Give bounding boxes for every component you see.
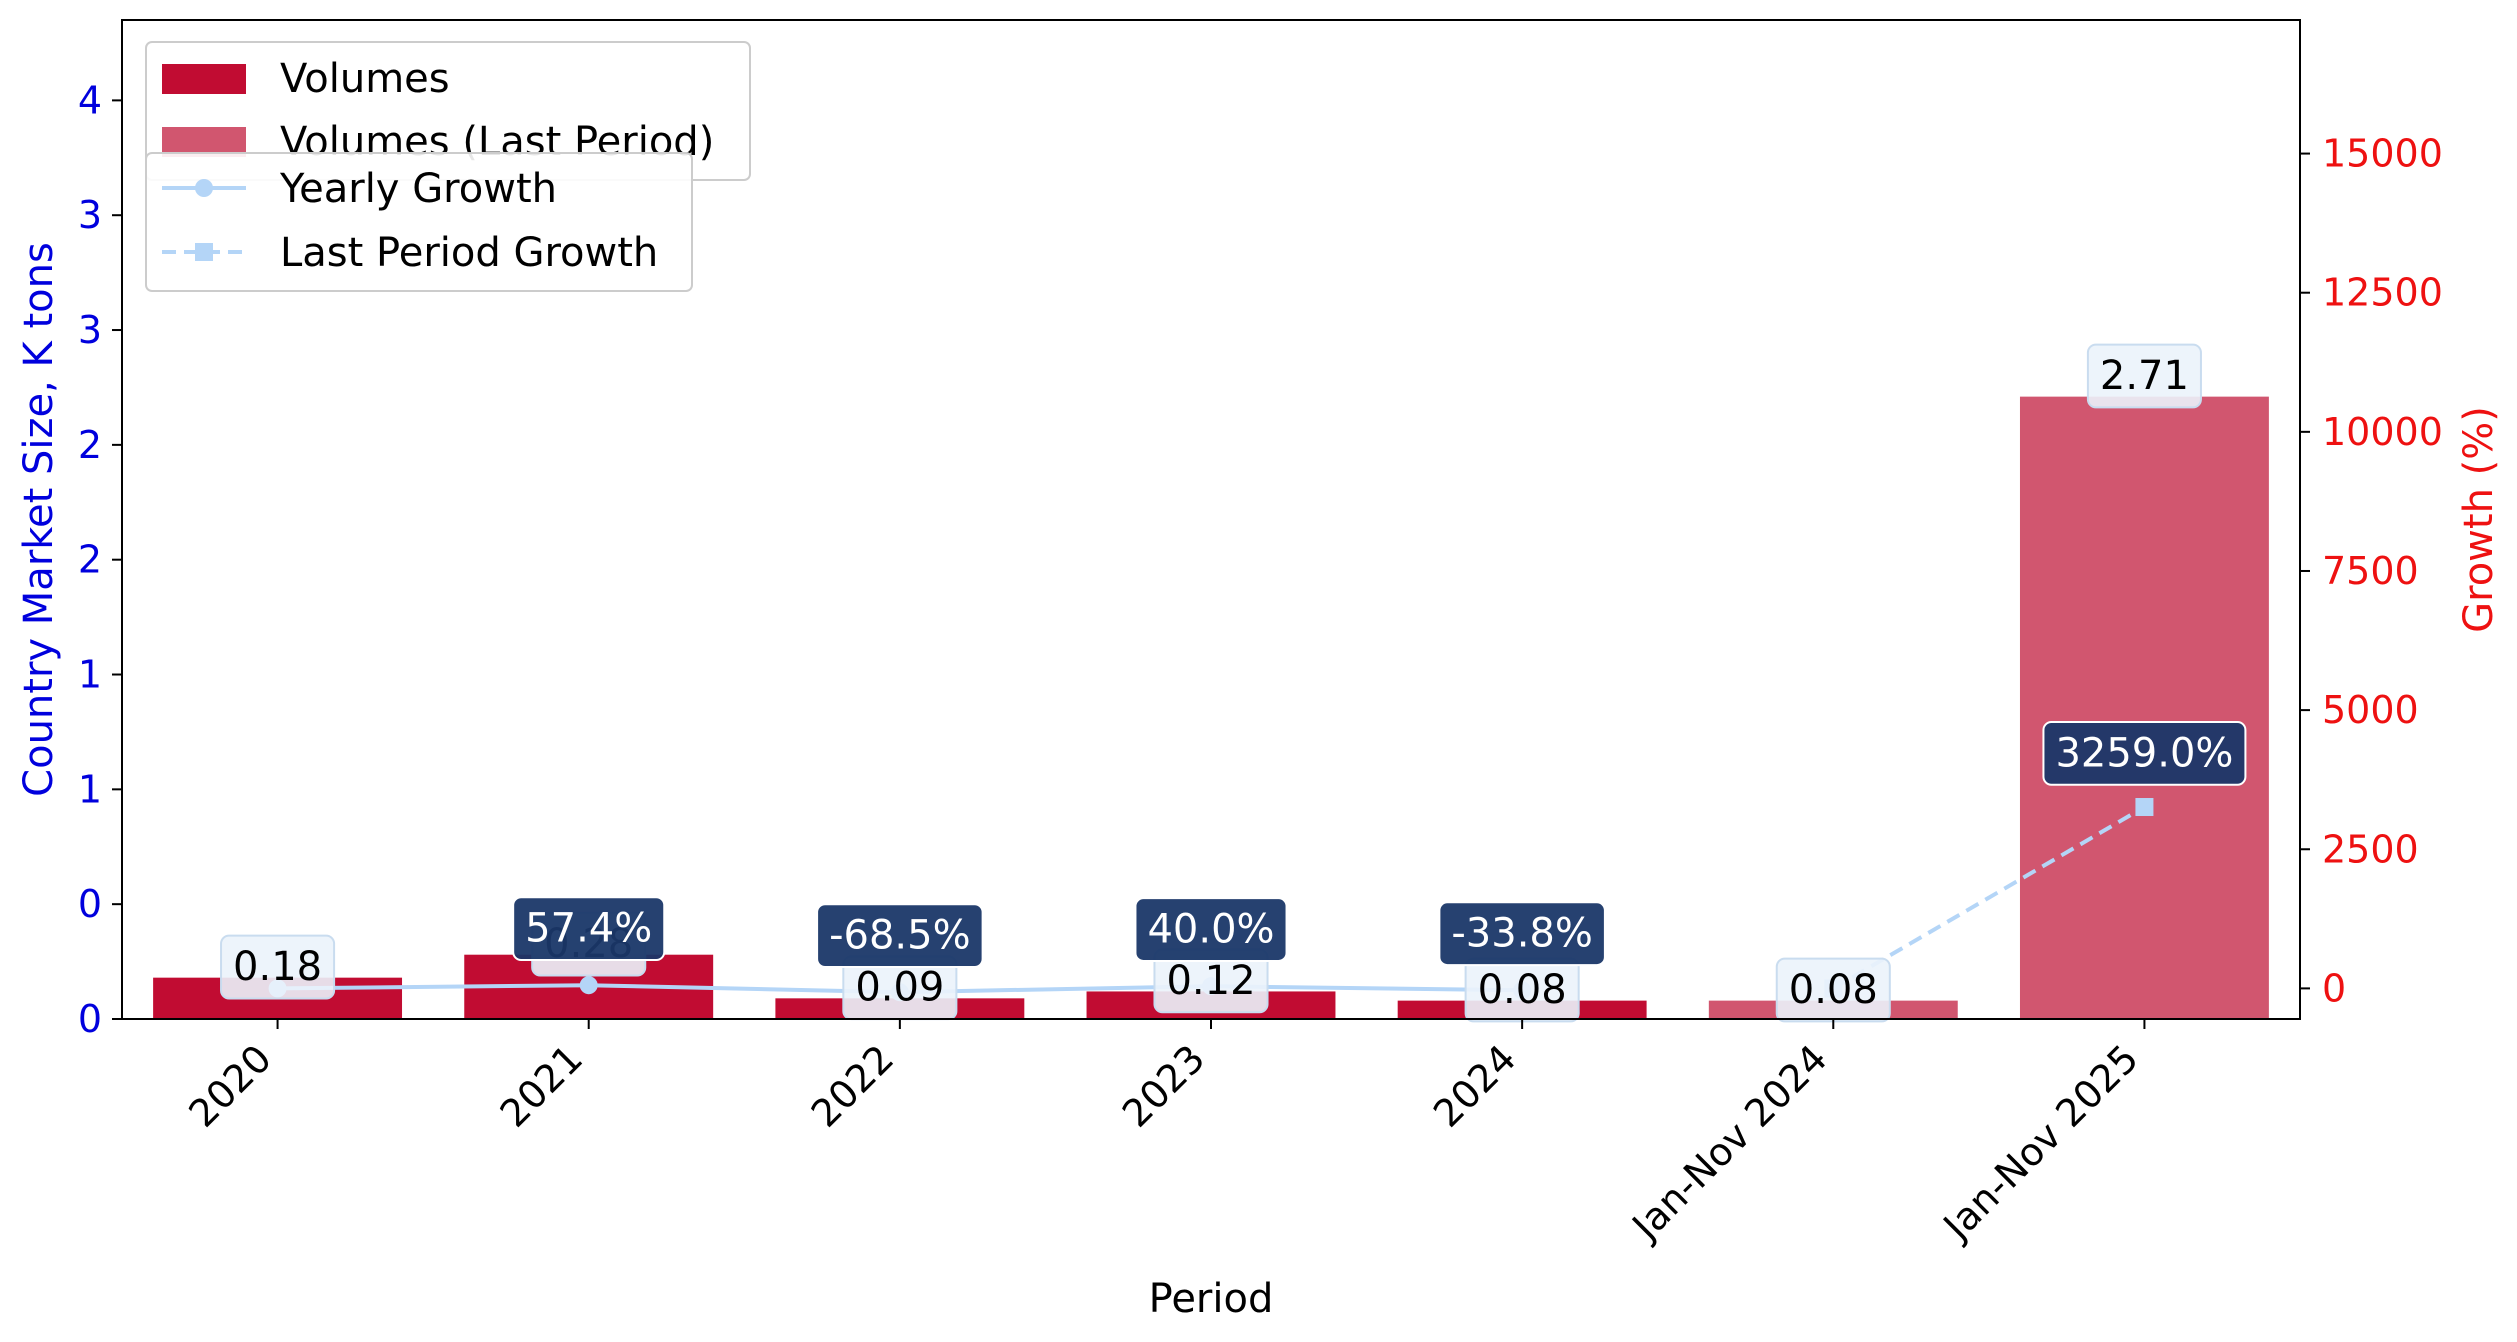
growth-label-3-box xyxy=(1134,897,1288,962)
x-tick-label-3: 2023 xyxy=(1114,1036,1214,1136)
growth-label-1-box xyxy=(512,896,666,961)
growth-label-6-box xyxy=(2042,721,2247,786)
x-tick-label-4: 2024 xyxy=(1425,1036,1525,1136)
right-tick-label-5: 12500 xyxy=(2322,271,2443,315)
growth-label-4: -33.8% xyxy=(1438,901,1606,967)
volume-label-0-box xyxy=(220,934,336,1000)
growth-label-4-text: -33.8% xyxy=(1451,911,1593,957)
yearly-growth-marker-1 xyxy=(579,976,598,995)
right-tick-label-4: 10000 xyxy=(2322,410,2443,454)
right-tick-label-1: 2500 xyxy=(2322,827,2419,871)
x-tick-label-1: 2021 xyxy=(492,1036,592,1136)
growth-label-6-text: 3259.0% xyxy=(2055,730,2233,776)
growth-label-2: -68.5% xyxy=(816,903,984,969)
left-tick-label-8: 4 xyxy=(78,78,102,122)
left-tick-label-1: 0 xyxy=(78,882,102,926)
volume-label-0: 0.18 xyxy=(220,934,336,1000)
growth-label-6: 3259.0% xyxy=(2042,721,2247,786)
growth-label-2-box xyxy=(816,903,984,969)
left-axis-title: Country Market Size, K tons xyxy=(16,242,62,797)
legend-swatch-0 xyxy=(162,64,246,94)
volume-label-4: 0.08 xyxy=(1464,957,1580,1023)
bar-volumes-last-period-6 xyxy=(2019,396,2269,1019)
left-tick-label-5: 2 xyxy=(78,423,102,467)
growth-label-4-box xyxy=(1438,901,1606,967)
legend-growth-box xyxy=(145,152,693,292)
right-axis-title: Growth (%) xyxy=(2456,406,2502,633)
right-tick-label-6: 15000 xyxy=(2322,132,2443,176)
last-period-growth-marker-1 xyxy=(2135,798,2154,817)
right-tick-label-0: 0 xyxy=(2322,966,2346,1010)
left-tick-label-7: 3 xyxy=(78,193,102,237)
last-period-growth-line xyxy=(1832,805,2146,991)
left-tick-label-4: 2 xyxy=(78,538,102,582)
volume-label-2-text: 0.09 xyxy=(855,965,944,1011)
growth-label-3-text: 40.0% xyxy=(1147,907,1274,953)
left-tick-label-0: 0 xyxy=(78,997,102,1041)
volume-label-5-text: 0.08 xyxy=(1789,967,1878,1013)
x-tick-label-2: 2022 xyxy=(803,1036,903,1136)
volume-label-3: 0.12 xyxy=(1153,948,1269,1014)
left-tick-label-2: 1 xyxy=(78,767,102,811)
x-tick-label-5: Jan-Nov 2024 xyxy=(1623,1036,1836,1249)
volume-label-6-box xyxy=(2086,343,2202,409)
x-tick-label-0: 2020 xyxy=(180,1036,280,1136)
volume-label-0-text: 0.18 xyxy=(233,944,322,990)
legend-label-0: Volumes xyxy=(280,56,450,102)
volume-label-6-text: 2.71 xyxy=(2100,353,2189,399)
growth-label-2-text: -68.5% xyxy=(829,913,971,959)
legend-marker-0 xyxy=(195,179,213,197)
legend-marker-1 xyxy=(195,243,213,261)
left-tick-label-3: 1 xyxy=(78,653,102,697)
right-tick-label-3: 7500 xyxy=(2322,549,2419,593)
left-tick-label-6: 3 xyxy=(78,308,102,352)
legend-label-2: Yearly Growth xyxy=(279,166,557,212)
x-tick-label-6: Jan-Nov 2025 xyxy=(1934,1036,2147,1249)
legend-label-3: Last Period Growth xyxy=(280,230,658,276)
growth-label-1: 57.4% xyxy=(512,896,666,961)
volume-label-5: 0.08 xyxy=(1775,957,1891,1023)
right-tick-label-2: 5000 xyxy=(2322,688,2419,732)
volume-label-3-text: 0.12 xyxy=(1166,958,1255,1004)
volume-label-6: 2.71 xyxy=(2086,343,2202,409)
volume-label-4-text: 0.08 xyxy=(1478,967,1567,1013)
x-axis-title: Period xyxy=(1149,1276,1274,1322)
growth-label-3: 40.0% xyxy=(1134,897,1288,962)
growth-label-1-text: 57.4% xyxy=(525,906,652,952)
volume-label-2: 0.09 xyxy=(842,955,958,1021)
